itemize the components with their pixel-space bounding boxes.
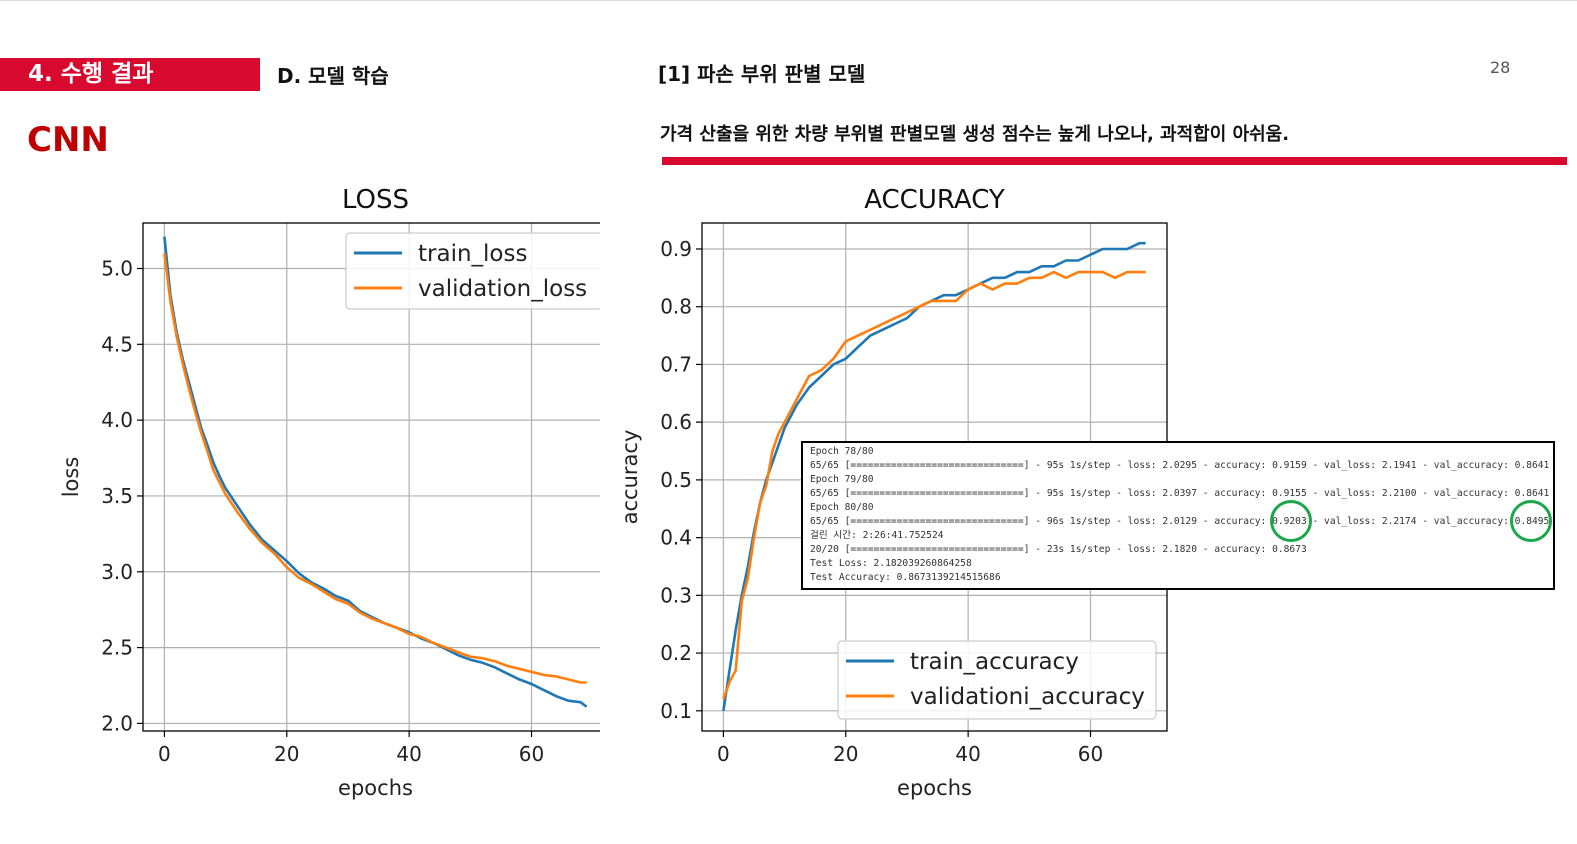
page-number: 28 [1490, 58, 1511, 77]
x-axis-label: epochs [338, 776, 413, 800]
top-border [0, 0, 1577, 1]
chart-title: ACCURACY [864, 185, 1005, 215]
y-tick-label: 2.0 [101, 711, 133, 735]
section-badge: 4. 수행 결과 [0, 58, 260, 91]
y-tick-label: 0.2 [660, 641, 692, 665]
x-tick-label: 0 [158, 742, 171, 766]
x-tick-label: 40 [396, 742, 421, 766]
y-tick-label: 0.4 [660, 526, 692, 550]
highlight-circle-val-accuracy [1510, 500, 1552, 542]
log-line: Epoch 79/80 [810, 474, 874, 485]
log-line: Test Loss: 2.182039260864258 [810, 558, 972, 569]
highlight-circle-accuracy [1270, 500, 1312, 542]
y-tick-label: 0.9 [660, 237, 692, 261]
log-line: Epoch 78/80 [810, 446, 874, 457]
x-tick-label: 60 [1078, 742, 1103, 766]
log-line: 65/65 [==============================] -… [810, 516, 1550, 527]
y-tick-label: 0.3 [660, 583, 692, 607]
y-tick-label: 3.0 [101, 560, 133, 584]
series-line-validation_loss [163, 253, 587, 684]
y-tick-label: 4.5 [101, 332, 133, 356]
log-line: 65/65 [==============================] -… [810, 488, 1550, 499]
y-axis-label: loss [59, 457, 83, 498]
legend-label: train_loss [418, 241, 527, 267]
log-line: Epoch 80/80 [810, 502, 874, 513]
chart-title: LOSS [342, 185, 409, 215]
x-tick-label: 60 [519, 742, 544, 766]
series-line-train_loss [163, 236, 588, 708]
legend-label: validation_loss [418, 276, 587, 302]
x-tick-label: 20 [274, 742, 299, 766]
accuracy-chart: ACCURACY 0 20 40 60 0.1 0.2 0.3 0.4 0.5 0.6 0.7 0.8 0… [618, 185, 1168, 800]
series-line-validationi_accuracy [722, 270, 1146, 700]
result-note: 가격 산출을 위한 차량 부위별 판별모델 생성 점수는 높게 나오나, 과적합… [660, 124, 1290, 145]
subsection-title: D. 모델 학습 [277, 64, 389, 88]
y-tick-label: 4.0 [101, 408, 133, 432]
y-tick-label: 0.8 [660, 295, 692, 319]
model-title: [1] 파손 부위 판별 모델 [658, 62, 866, 86]
plot-frame [142, 222, 600, 732]
log-line: 걸린 시간: 2:26:41.752524 [810, 530, 944, 541]
y-tick-label: 0.1 [660, 699, 692, 723]
x-tick-label: 40 [955, 742, 980, 766]
log-line: 20/20 [==============================] -… [810, 544, 1307, 555]
y-tick-label: 0.5 [660, 468, 692, 492]
training-log-panel: Epoch 78/80 65/65 [======================… [801, 441, 1555, 590]
legend-box [837, 640, 1157, 720]
y-tick-label: 0.6 [660, 410, 692, 434]
model-type-label: CNN [27, 120, 109, 160]
y-tick-label: 5.0 [101, 256, 133, 280]
y-tick-label: 0.7 [660, 352, 692, 376]
loss-chart: LOSS 0 20 40 60 2.0 2.5 3.0 3.5 4.0 4.5 5.0 epochs lo… [59, 185, 600, 800]
log-line: 65/65 [==============================] -… [810, 460, 1550, 471]
y-tick-label: 2.5 [101, 636, 133, 660]
legend-label: validationi_accuracy [910, 684, 1145, 710]
x-tick-label: 0 [717, 742, 730, 766]
x-axis-label: epochs [897, 776, 972, 800]
y-tick-label: 3.5 [101, 484, 133, 508]
log-line: Test Accuracy: 0.8673139214515686 [810, 572, 1001, 583]
legend-label: train_accuracy [910, 649, 1079, 675]
accent-underline [662, 157, 1567, 165]
y-axis-label: accuracy [618, 430, 642, 525]
x-tick-label: 20 [833, 742, 858, 766]
legend-box [345, 232, 600, 310]
